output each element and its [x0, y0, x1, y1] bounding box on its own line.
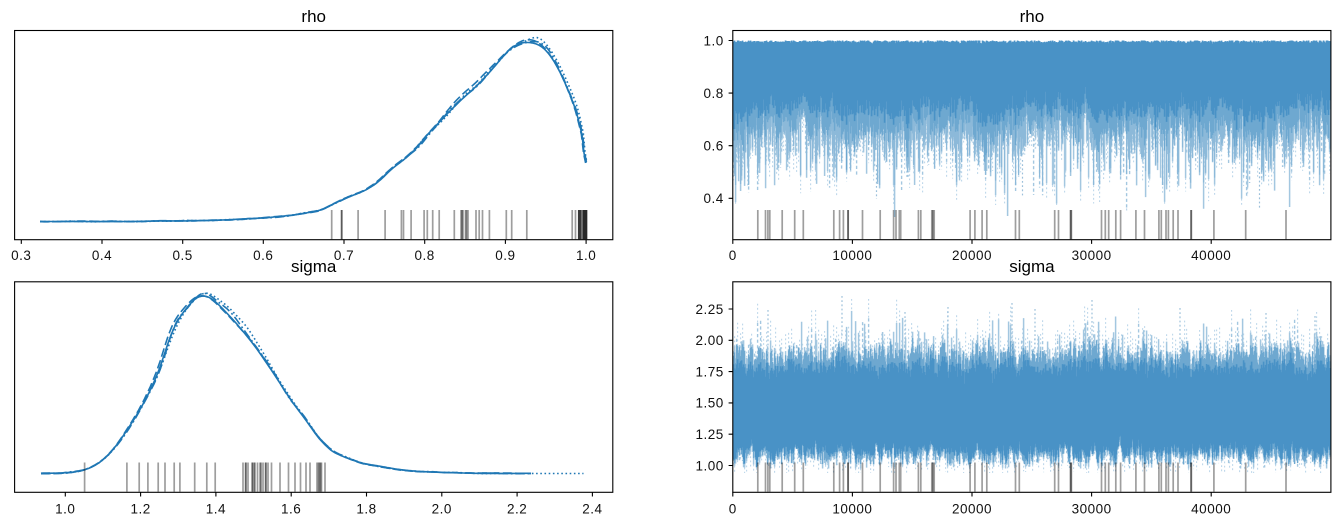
svg-text:0: 0 [729, 248, 737, 263]
svg-text:0.9: 0.9 [495, 248, 515, 263]
svg-text:1.0: 1.0 [55, 502, 75, 517]
svg-text:0.7: 0.7 [334, 248, 354, 263]
svg-text:0.6: 0.6 [704, 139, 724, 154]
svg-text:1.0: 1.0 [704, 33, 724, 48]
svg-text:0.6: 0.6 [253, 248, 273, 263]
svg-text:1.4: 1.4 [206, 502, 226, 517]
svg-text:30000: 30000 [1072, 502, 1112, 517]
svg-text:40000: 40000 [1191, 502, 1231, 517]
svg-text:30000: 30000 [1072, 248, 1112, 263]
svg-text:1.8: 1.8 [356, 502, 376, 517]
svg-text:1.00: 1.00 [696, 458, 724, 473]
svg-text:0.5: 0.5 [173, 248, 193, 263]
svg-text:1.6: 1.6 [281, 502, 301, 517]
svg-text:2.25: 2.25 [696, 302, 724, 317]
svg-text:10000: 10000 [832, 502, 872, 517]
svg-text:2.00: 2.00 [696, 333, 724, 348]
svg-text:2.4: 2.4 [582, 502, 602, 517]
svg-text:0.8: 0.8 [704, 86, 724, 101]
svg-text:1.25: 1.25 [696, 427, 724, 442]
svg-text:0: 0 [729, 502, 737, 517]
svg-text:1.50: 1.50 [696, 396, 724, 411]
svg-text:sigma: sigma [291, 257, 337, 276]
svg-text:0.4: 0.4 [92, 248, 112, 263]
svg-text:20000: 20000 [952, 248, 992, 263]
svg-text:0.8: 0.8 [415, 248, 435, 263]
svg-text:1.75: 1.75 [696, 364, 724, 379]
svg-text:40000: 40000 [1191, 248, 1231, 263]
svg-text:1.2: 1.2 [130, 502, 150, 517]
svg-text:10000: 10000 [832, 248, 872, 263]
svg-text:2.2: 2.2 [507, 502, 527, 517]
svg-text:rho: rho [1020, 7, 1045, 26]
svg-text:0.3: 0.3 [11, 248, 31, 263]
svg-text:rho: rho [301, 7, 326, 26]
svg-text:2.0: 2.0 [432, 502, 452, 517]
svg-text:0.4: 0.4 [704, 191, 724, 206]
svg-text:1.0: 1.0 [576, 248, 596, 263]
svg-text:20000: 20000 [952, 502, 992, 517]
svg-text:sigma: sigma [1009, 257, 1055, 276]
